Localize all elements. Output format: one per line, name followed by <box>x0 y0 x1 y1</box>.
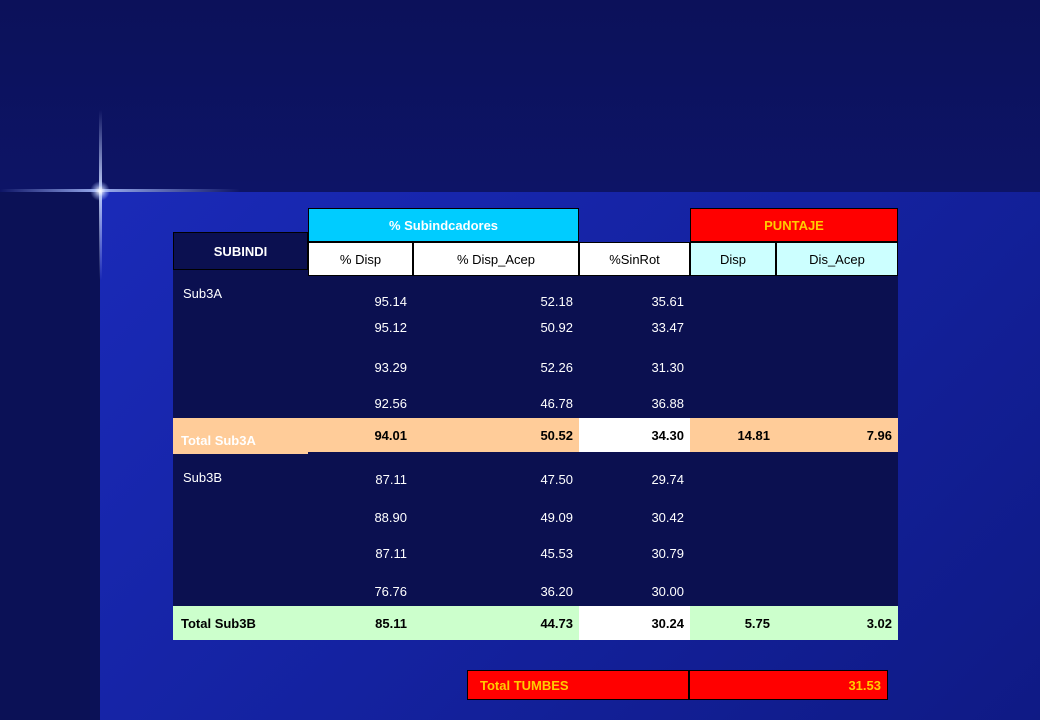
table-cell: 87.11 <box>375 471 407 487</box>
table-cell: 88.90 <box>374 509 407 525</box>
total-cell-puntaje: 14.81 <box>690 418 776 452</box>
table-cell: 36.20 <box>540 583 573 599</box>
table-cell: 95.12 <box>374 319 407 335</box>
total-cell: 44.73 <box>413 606 579 640</box>
group-body-sub3a <box>308 276 898 418</box>
header-puntaje: PUNTAJE <box>690 208 898 242</box>
group-label-sub3a: Sub3A <box>173 270 308 418</box>
table-cell: 95.14 <box>374 293 407 309</box>
table-cell: 35.61 <box>651 293 684 309</box>
total-row-label-sub3a: Total Sub3A <box>173 418 308 454</box>
table-cell: 30.00 <box>651 583 684 599</box>
group-label-sub3b: Sub3B <box>173 454 308 606</box>
total-cell: 50.52 <box>413 418 579 452</box>
header-subindi: SUBINDI <box>173 232 308 270</box>
table-cell: 30.42 <box>651 509 684 525</box>
table-cell: 87.11 <box>375 545 407 561</box>
table-cell: 50.92 <box>540 319 573 335</box>
total-cell: 94.01 <box>308 418 413 452</box>
table-cell: 92.56 <box>374 395 407 411</box>
table-cell: 30.79 <box>651 545 684 561</box>
table-cell: 29.74 <box>651 471 684 487</box>
total-cell-puntaje: 3.02 <box>776 606 898 640</box>
total-cell-puntaje: 7.96 <box>776 418 898 452</box>
column-header-disp: % Disp <box>308 242 413 276</box>
total-cell: 34.30 <box>579 418 690 452</box>
lens-flare-horizontal <box>0 189 240 192</box>
group-body-sub3b <box>308 452 898 606</box>
background-left <box>0 192 100 720</box>
header-subindicadores: % Subindcadores <box>308 208 579 242</box>
table-cell: 49.09 <box>540 509 573 525</box>
table-cell: 52.18 <box>540 293 573 309</box>
total-cell: 30.24 <box>579 606 690 640</box>
table-cell: 52.26 <box>540 359 573 375</box>
column-header-disp-acep: % Disp_Acep <box>413 242 579 276</box>
table-cell: 76.76 <box>374 583 407 599</box>
table-cell: 45.53 <box>540 545 573 561</box>
background-top <box>0 0 1040 192</box>
grand-total-value: 31.53 <box>689 670 888 700</box>
total-cell: 85.11 <box>308 606 413 640</box>
lens-flare-center <box>90 181 110 201</box>
column-header-puntaje-disp: Disp <box>690 242 776 276</box>
column-header-sinrot: %SinRot <box>579 242 690 276</box>
table-cell: 31.30 <box>651 359 684 375</box>
table-cell: 46.78 <box>540 395 573 411</box>
table-cell: 33.47 <box>651 319 684 335</box>
table-cell: 47.50 <box>540 471 573 487</box>
grand-total-label: Total TUMBES <box>467 670 689 700</box>
total-cell-puntaje: 5.75 <box>690 606 776 640</box>
total-row-label-sub3b: Total Sub3B <box>173 606 308 640</box>
table-cell: 36.88 <box>651 395 684 411</box>
table-cell: 93.29 <box>374 359 407 375</box>
column-header-puntaje-dis-acep: Dis_Acep <box>776 242 898 276</box>
